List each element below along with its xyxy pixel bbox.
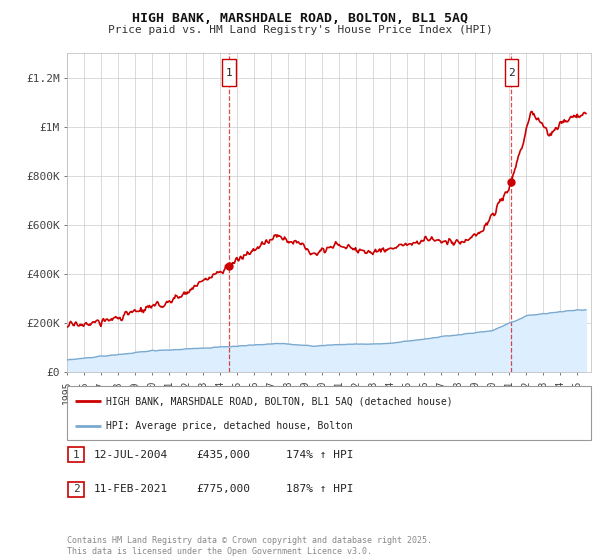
Text: 187% ↑ HPI: 187% ↑ HPI <box>286 484 354 494</box>
FancyBboxPatch shape <box>67 386 591 440</box>
Text: Price paid vs. HM Land Registry's House Price Index (HPI): Price paid vs. HM Land Registry's House … <box>107 25 493 35</box>
Text: Contains HM Land Registry data © Crown copyright and database right 2025.
This d: Contains HM Land Registry data © Crown c… <box>67 536 432 556</box>
Text: £435,000: £435,000 <box>196 450 250 460</box>
Text: 2: 2 <box>508 68 515 78</box>
FancyBboxPatch shape <box>505 59 518 86</box>
Text: 12-JUL-2004: 12-JUL-2004 <box>94 450 169 460</box>
Text: 174% ↑ HPI: 174% ↑ HPI <box>286 450 354 460</box>
Text: 2: 2 <box>73 484 80 494</box>
Text: HIGH BANK, MARSHDALE ROAD, BOLTON, BL1 5AQ: HIGH BANK, MARSHDALE ROAD, BOLTON, BL1 5… <box>132 12 468 25</box>
Text: HIGH BANK, MARSHDALE ROAD, BOLTON, BL1 5AQ (detached house): HIGH BANK, MARSHDALE ROAD, BOLTON, BL1 5… <box>106 396 453 407</box>
Text: 1: 1 <box>73 450 80 460</box>
Text: 11-FEB-2021: 11-FEB-2021 <box>94 484 169 494</box>
FancyBboxPatch shape <box>68 447 85 463</box>
Text: HPI: Average price, detached house, Bolton: HPI: Average price, detached house, Bolt… <box>106 421 353 431</box>
FancyBboxPatch shape <box>223 59 236 86</box>
FancyBboxPatch shape <box>68 482 85 497</box>
Text: 1: 1 <box>226 68 233 78</box>
Text: £775,000: £775,000 <box>196 484 250 494</box>
